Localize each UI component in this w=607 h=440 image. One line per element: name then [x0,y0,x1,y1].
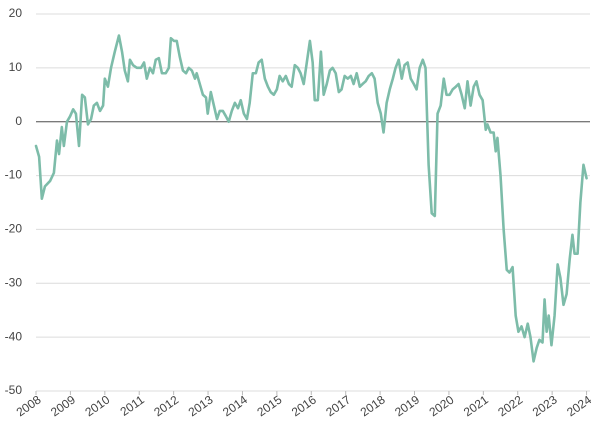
x-tick-label: 2014 [220,392,250,419]
y-tick-label: -20 [5,222,23,236]
x-tick-label: 2015 [255,392,285,419]
x-tick-label: 2024 [564,392,594,419]
y-tick-label: 10 [9,60,23,74]
x-tick-label: 2017 [323,392,353,419]
x-tick-label: 2010 [82,392,112,419]
y-tick-label: 0 [15,114,22,128]
y-tick-label: -30 [5,275,23,289]
y-tick-label: 20 [9,6,23,20]
x-tick-label: 2023 [530,392,560,419]
x-tick-label: 2009 [48,392,78,419]
x-tick-label: 2019 [392,392,422,419]
x-tick-label: 2020 [427,392,457,419]
y-tick-label: -10 [5,168,23,182]
x-tick-label: 2022 [495,392,525,419]
y-tick-label: -40 [5,329,23,343]
x-tick-label: 2011 [118,392,147,418]
x-tick-label: 2016 [289,392,319,419]
y-tick-label: -50 [5,383,23,397]
x-tick-label: 2021 [461,392,491,419]
x-tick-label: 2012 [151,392,181,419]
line-series [34,34,588,363]
x-tick-label: 2013 [186,392,216,419]
x-tick-label: 2018 [358,392,388,419]
